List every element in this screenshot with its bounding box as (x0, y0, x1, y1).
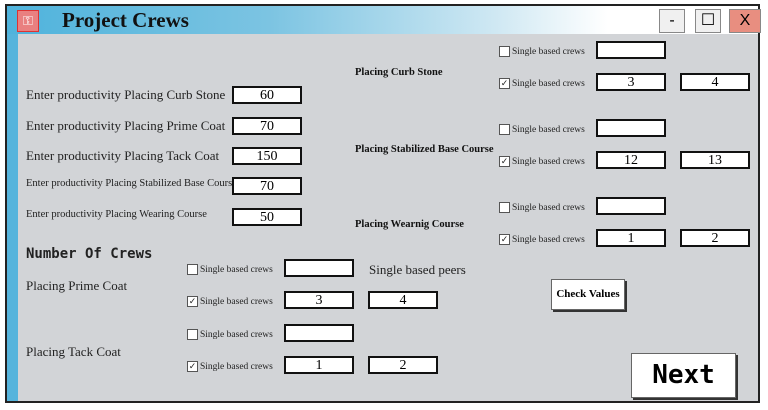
productivity-label: Enter productivity Placing Stabilized Ba… (26, 178, 237, 189)
crews-input[interactable]: 1 (596, 229, 666, 247)
checkbox-label: Single based crews (200, 361, 273, 372)
checkbox-label: Single based crews (512, 124, 585, 135)
group-title: Placing Curb Stone (355, 67, 443, 78)
peers-input[interactable]: 4 (680, 73, 750, 91)
checkbox-box[interactable]: ✓ (187, 296, 198, 307)
single-based-crews-checkbox[interactable]: ✓ Single based crews (187, 361, 273, 372)
checkbox-label: Single based crews (512, 78, 585, 89)
crews-input[interactable]: 3 (284, 291, 354, 309)
checkbox-box[interactable] (499, 46, 510, 57)
single-based-crews-checkbox[interactable]: Single based crews (499, 124, 585, 135)
maximize-button[interactable]: ☐ (695, 9, 721, 33)
group-title: Placing Stabilized Base Course (355, 144, 494, 155)
checkbox-label: Single based crews (512, 46, 585, 57)
productivity-input[interactable]: 60 (232, 86, 302, 104)
checkbox-label: Single based crews (200, 329, 273, 340)
single-based-crews-checkbox[interactable]: Single based crews (187, 264, 273, 275)
productivity-label: Enter productivity Placing Wearing Cours… (26, 209, 207, 220)
single-based-crews-checkbox[interactable]: Single based crews (187, 329, 273, 340)
crews-input[interactable]: 3 (596, 73, 666, 91)
checkbox-box[interactable]: ✓ (499, 234, 510, 245)
peers-input[interactable]: 4 (368, 291, 438, 309)
next-button[interactable]: Next (631, 353, 736, 398)
checkbox-box[interactable]: ✓ (187, 361, 198, 372)
crews-input[interactable] (284, 259, 354, 277)
group-title: Placing Tack Coat (26, 344, 121, 359)
crews-input[interactable]: 12 (596, 151, 666, 169)
productivity-input[interactable]: 70 (232, 177, 302, 195)
single-based-crews-checkbox[interactable]: ✓ Single based crews (499, 156, 585, 167)
checkbox-box[interactable] (499, 202, 510, 213)
crews-heading: Number Of Crews (26, 246, 153, 262)
group-title: Placing Wearnig Course (355, 219, 464, 230)
single-based-crews-checkbox[interactable]: ✓ Single based crews (499, 234, 585, 245)
checkbox-box[interactable]: ✓ (499, 156, 510, 167)
peers-label: Single based peers (369, 262, 466, 277)
peers-input[interactable]: 2 (680, 229, 750, 247)
checkbox-box[interactable]: ✓ (499, 78, 510, 89)
window-title: Project Crews (62, 8, 189, 32)
crews-input[interactable] (596, 119, 666, 137)
single-based-crews-checkbox[interactable]: Single based crews (499, 46, 585, 57)
checkbox-box[interactable] (499, 124, 510, 135)
productivity-label: Enter productivity Placing Prime Coat (26, 118, 226, 133)
crews-input[interactable] (596, 41, 666, 59)
peers-input[interactable]: 13 (680, 151, 750, 169)
title-bar: ⚿ Project Crews - ☐ X (7, 6, 761, 34)
crews-input[interactable] (596, 197, 666, 215)
checkbox-label: Single based crews (200, 296, 273, 307)
side-strip (7, 34, 18, 401)
productivity-input[interactable]: 50 (232, 208, 302, 226)
checkbox-label: Single based crews (512, 156, 585, 167)
peers-input[interactable]: 2 (368, 356, 438, 374)
key-icon: ⚿ (17, 10, 39, 32)
checkbox-box[interactable] (187, 329, 198, 340)
checkbox-label: Single based crews (512, 234, 585, 245)
productivity-input[interactable]: 70 (232, 117, 302, 135)
crews-input[interactable] (284, 324, 354, 342)
single-based-crews-checkbox[interactable]: ✓ Single based crews (187, 296, 273, 307)
single-based-crews-checkbox[interactable]: ✓ Single based crews (499, 78, 585, 89)
checkbox-box[interactable] (187, 264, 198, 275)
productivity-label: Enter productivity Placing Curb Stone (26, 87, 226, 102)
productivity-label: Enter productivity Placing Tack Coat (26, 148, 220, 163)
close-button[interactable]: X (729, 9, 761, 33)
check-values-button[interactable]: Check Values (551, 279, 625, 310)
minimize-button[interactable]: - (659, 9, 685, 33)
group-title: Placing Prime Coat (26, 278, 128, 293)
checkbox-label: Single based crews (512, 202, 585, 213)
single-based-crews-checkbox[interactable]: Single based crews (499, 202, 585, 213)
crews-input[interactable]: 1 (284, 356, 354, 374)
checkbox-label: Single based crews (200, 264, 273, 275)
productivity-input[interactable]: 150 (232, 147, 302, 165)
